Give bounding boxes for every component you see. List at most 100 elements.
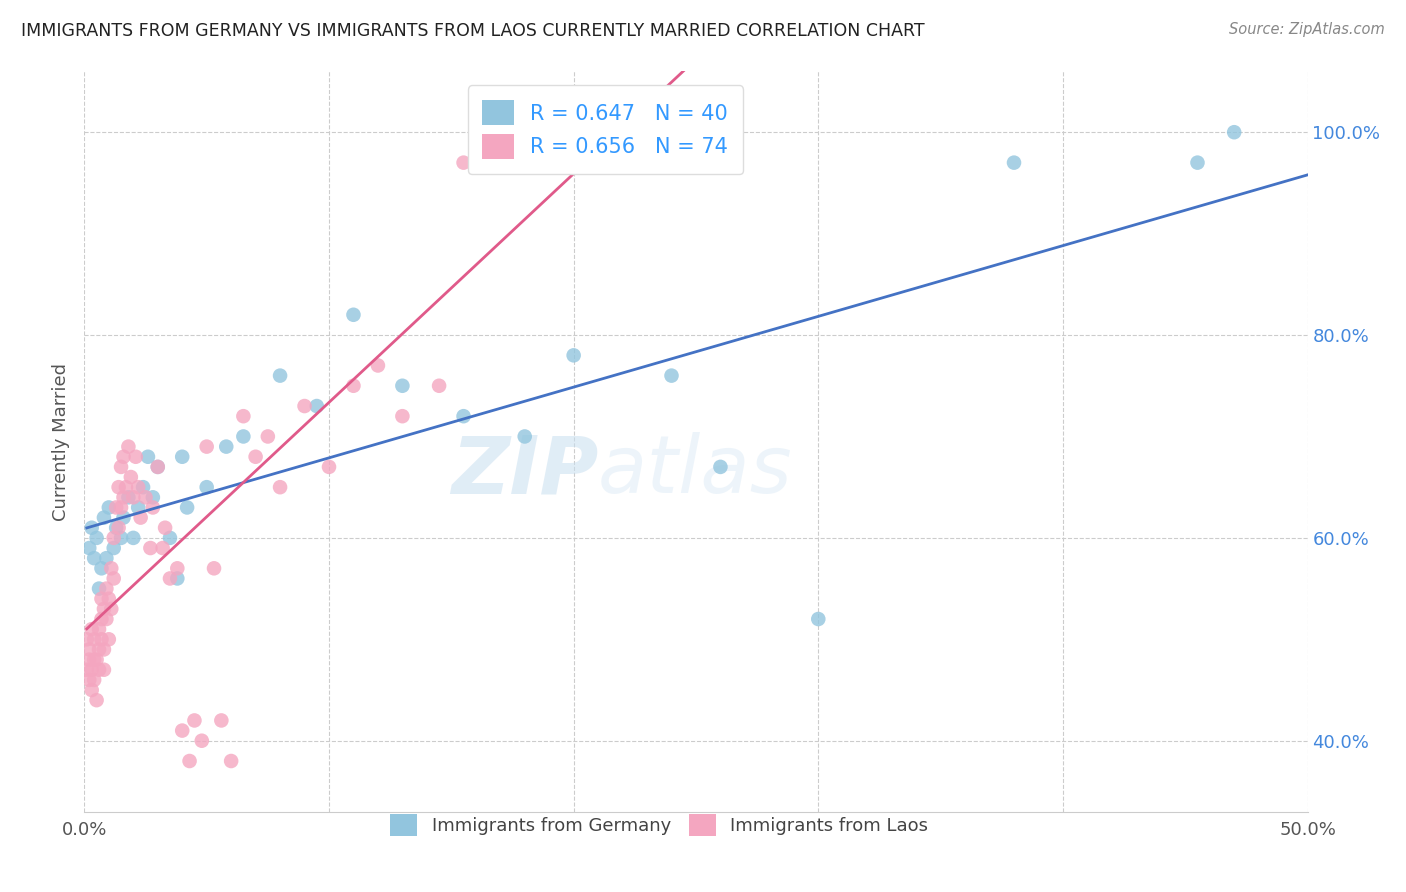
Point bbox=[139, 541, 162, 555]
Point bbox=[477, 145, 499, 160]
Point bbox=[87, 582, 110, 596]
Point bbox=[232, 429, 254, 443]
Point bbox=[77, 652, 100, 666]
Point bbox=[513, 429, 536, 443]
Point bbox=[110, 500, 132, 515]
Point bbox=[159, 571, 181, 585]
Point bbox=[215, 440, 238, 454]
Point bbox=[146, 459, 169, 474]
Point bbox=[269, 368, 291, 383]
Text: Source: ZipAtlas.com: Source: ZipAtlas.com bbox=[1229, 22, 1385, 37]
Point bbox=[342, 308, 364, 322]
Point bbox=[80, 622, 103, 636]
Point bbox=[1002, 155, 1025, 169]
Point bbox=[80, 521, 103, 535]
Point bbox=[142, 491, 165, 505]
Point bbox=[195, 480, 218, 494]
Point bbox=[209, 714, 232, 728]
Point bbox=[105, 500, 128, 515]
Point bbox=[96, 551, 118, 566]
Point bbox=[562, 348, 585, 362]
Point bbox=[342, 378, 364, 392]
Point bbox=[100, 602, 122, 616]
Y-axis label: Currently Married: Currently Married bbox=[52, 362, 70, 521]
Point bbox=[391, 378, 413, 392]
Point bbox=[661, 368, 683, 383]
Point bbox=[127, 500, 149, 515]
Point bbox=[132, 480, 155, 494]
Text: IMMIGRANTS FROM GERMANY VS IMMIGRANTS FROM LAOS CURRENTLY MARRIED CORRELATION CH: IMMIGRANTS FROM GERMANY VS IMMIGRANTS FR… bbox=[21, 22, 925, 40]
Point bbox=[318, 459, 340, 474]
Point bbox=[453, 409, 475, 424]
Point bbox=[502, 155, 524, 169]
Point bbox=[166, 561, 188, 575]
Point bbox=[122, 531, 145, 545]
Point bbox=[86, 693, 108, 707]
Point bbox=[391, 409, 413, 424]
Point bbox=[526, 125, 548, 139]
Point bbox=[159, 531, 181, 545]
Point bbox=[110, 459, 132, 474]
Point bbox=[120, 470, 142, 484]
Text: atlas: atlas bbox=[598, 432, 793, 510]
Point bbox=[90, 612, 112, 626]
Point bbox=[93, 663, 115, 677]
Point bbox=[112, 491, 135, 505]
Point bbox=[176, 500, 198, 515]
Point bbox=[97, 500, 120, 515]
Point bbox=[166, 571, 188, 585]
Point bbox=[87, 642, 110, 657]
Point bbox=[127, 480, 149, 494]
Point bbox=[83, 551, 105, 566]
Point bbox=[269, 480, 291, 494]
Point bbox=[257, 429, 280, 443]
Point bbox=[245, 450, 267, 464]
Point bbox=[100, 561, 122, 575]
Text: ZIP: ZIP bbox=[451, 432, 598, 510]
Point bbox=[709, 459, 731, 474]
Point bbox=[179, 754, 201, 768]
Point bbox=[90, 591, 112, 606]
Point bbox=[112, 510, 135, 524]
Point bbox=[93, 510, 115, 524]
Point bbox=[107, 480, 129, 494]
Point bbox=[87, 622, 110, 636]
Point bbox=[97, 632, 120, 647]
Point bbox=[76, 663, 98, 677]
Point bbox=[83, 632, 105, 647]
Point bbox=[294, 399, 316, 413]
Point bbox=[90, 632, 112, 647]
Point bbox=[125, 450, 148, 464]
Point bbox=[77, 541, 100, 555]
Point bbox=[202, 561, 225, 575]
Point bbox=[305, 399, 328, 413]
Point bbox=[146, 459, 169, 474]
Point bbox=[135, 491, 157, 505]
Point bbox=[105, 521, 128, 535]
Point bbox=[172, 723, 194, 738]
Point bbox=[76, 632, 98, 647]
Point bbox=[80, 683, 103, 698]
Point bbox=[183, 714, 205, 728]
Point bbox=[96, 582, 118, 596]
Point bbox=[86, 652, 108, 666]
Point bbox=[1187, 155, 1209, 169]
Point bbox=[219, 754, 242, 768]
Point bbox=[112, 450, 135, 464]
Point bbox=[97, 591, 120, 606]
Point bbox=[232, 409, 254, 424]
Point bbox=[93, 642, 115, 657]
Point bbox=[129, 510, 152, 524]
Point bbox=[1223, 125, 1246, 139]
Point bbox=[136, 450, 159, 464]
Point bbox=[80, 663, 103, 677]
Point bbox=[142, 500, 165, 515]
Point bbox=[172, 450, 194, 464]
Point bbox=[86, 531, 108, 545]
Legend: Immigrants from Germany, Immigrants from Laos: Immigrants from Germany, Immigrants from… bbox=[380, 804, 939, 847]
Point bbox=[93, 602, 115, 616]
Point bbox=[103, 571, 125, 585]
Point bbox=[103, 531, 125, 545]
Point bbox=[367, 359, 389, 373]
Point bbox=[122, 491, 145, 505]
